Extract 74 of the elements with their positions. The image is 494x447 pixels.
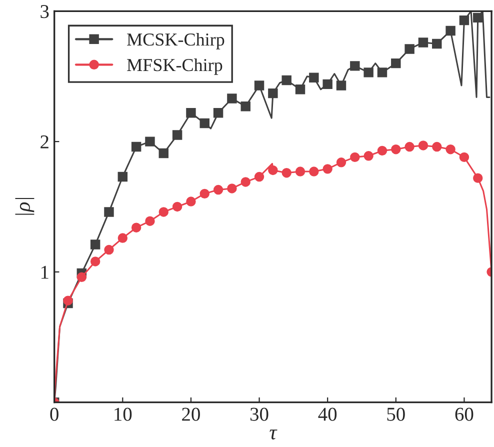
- y-tick-label: 3: [40, 5, 49, 18]
- point: [446, 26, 456, 36]
- point: [227, 94, 237, 104]
- point: [158, 207, 168, 217]
- point: [282, 168, 292, 178]
- y-axis-title: |ρ|: [15, 198, 34, 215]
- point: [364, 151, 374, 161]
- point: [172, 130, 182, 140]
- point: [213, 184, 224, 195]
- point: [377, 68, 388, 78]
- point: [295, 84, 306, 94]
- point: [254, 172, 264, 182]
- point: [432, 38, 442, 49]
- point: [213, 108, 224, 118]
- point: [336, 158, 346, 168]
- point: [418, 38, 428, 48]
- point: [200, 188, 210, 199]
- point: [282, 75, 292, 86]
- point: [118, 233, 128, 243]
- point: [473, 12, 483, 23]
- point: [459, 15, 470, 26]
- point: [391, 58, 401, 68]
- point: [268, 165, 278, 176]
- point: [404, 44, 414, 54]
- point: [131, 222, 142, 232]
- point: [322, 79, 332, 90]
- point: [186, 108, 196, 118]
- legend-label: MCSK-Chirp: [127, 32, 224, 50]
- x-tick-label: 0: [50, 408, 58, 421]
- point: [336, 80, 346, 90]
- point: [350, 61, 360, 71]
- point: [227, 184, 237, 194]
- point: [118, 172, 128, 182]
- point: [158, 148, 168, 158]
- point: [309, 72, 319, 83]
- x-axis-title: τ: [270, 430, 278, 440]
- point: [145, 136, 155, 146]
- point: [63, 296, 73, 306]
- x-tick-label: 20: [182, 408, 200, 421]
- x-tick-label: 60: [455, 408, 474, 421]
- point: [240, 177, 250, 187]
- point: [446, 144, 456, 154]
- point: [268, 88, 278, 98]
- x-tick-label: 40: [318, 408, 337, 421]
- x-tick-label: 30: [250, 408, 268, 421]
- point: [254, 80, 264, 90]
- y-tick-label: 1: [41, 266, 48, 279]
- point: [295, 166, 306, 176]
- x-tick-label: 50: [387, 408, 405, 421]
- point: [104, 207, 114, 217]
- point: [418, 140, 428, 150]
- point: [240, 101, 250, 112]
- point: [200, 118, 210, 128]
- point: [104, 244, 114, 255]
- point: [186, 196, 196, 206]
- point: [459, 152, 470, 162]
- point: [309, 166, 319, 176]
- point: [473, 173, 483, 183]
- point: [145, 216, 155, 226]
- point: [364, 68, 374, 78]
- y-tick-label: 2: [40, 135, 48, 148]
- point: [391, 144, 401, 154]
- point: [432, 142, 442, 152]
- point: [90, 240, 100, 250]
- point: [322, 164, 332, 174]
- point: [90, 256, 100, 266]
- x-tick-label: 10: [114, 408, 132, 421]
- point: [76, 272, 87, 282]
- legend-label: MFSK-Chirp: [127, 58, 222, 75]
- point: [404, 142, 414, 152]
- point: [131, 142, 142, 152]
- point: [377, 146, 388, 156]
- point: [172, 202, 182, 212]
- point: [350, 152, 360, 162]
